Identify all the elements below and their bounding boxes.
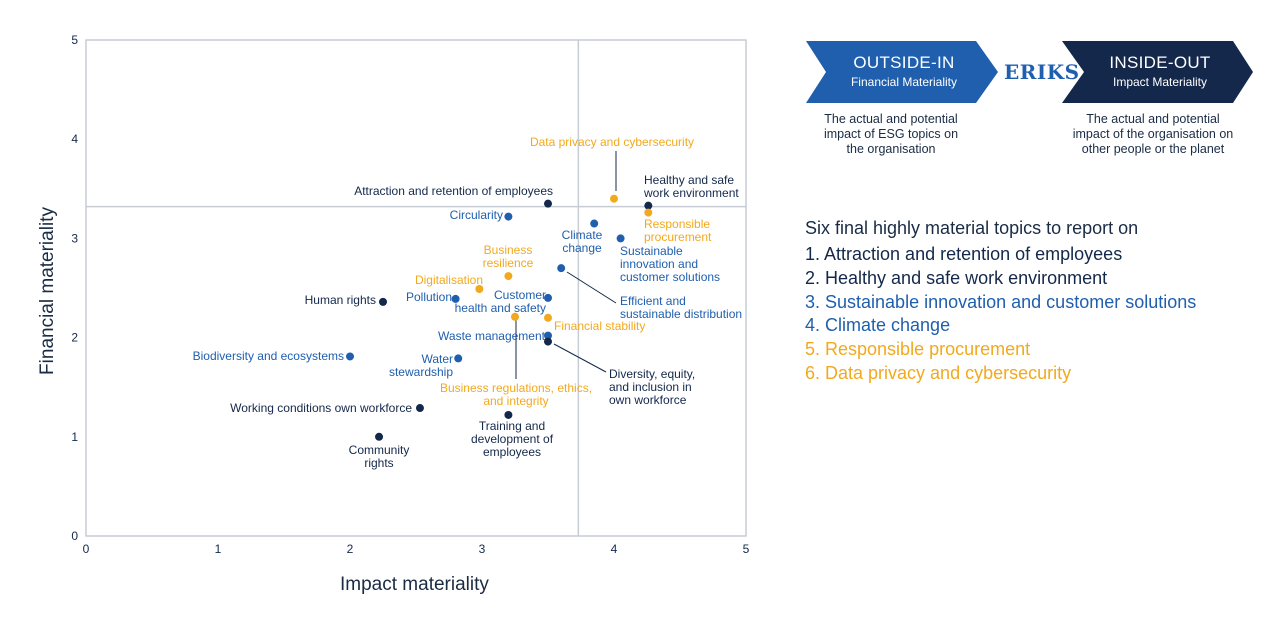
data-label: Diversity, equity, [609,367,695,381]
inside-out-title: INSIDE-OUT [1109,53,1211,72]
data-label: procurement [644,230,712,244]
topics-title: Six final highly material topics to repo… [805,218,1139,238]
data-point [454,354,463,363]
data-label: Human rights [305,293,376,307]
topic-item: 2. Healthy and safe work environment [805,267,1108,288]
x-tick-label: 3 [479,542,486,556]
data-label: Business [484,243,533,257]
y-tick-label: 1 [71,430,78,444]
x-tick-label: 4 [611,542,618,556]
eriks-logo: ERIKS [1004,60,1080,84]
x-tick-label: 5 [743,542,750,556]
banner-arrows [806,41,1253,103]
leader-line [553,343,607,373]
data-label: sustainable distribution [620,307,742,321]
data-label: Healthy and safe [644,173,734,187]
y-tick-label: 5 [71,33,78,47]
outside-in-arrow [806,41,998,103]
data-point [511,312,519,321]
data-point [590,219,599,228]
materiality-chart: 0 1 2 3 4 5 0 1 2 3 4 5 Data privacy and cybersecuri… [71,33,750,556]
data-label: Data privacy and cybersecurity [530,135,694,149]
material-topics-list: Six final highly material topics to repo… [805,218,1196,386]
data-point [475,284,484,293]
data-label: Climate [562,228,603,242]
data-point [346,352,354,361]
data-point [375,432,384,441]
data-label: work environment [643,186,739,200]
data-label: Sustainable [620,244,683,258]
y-tick-label: 2 [71,331,78,345]
data-label: Customer [494,288,546,302]
y-axis-title: Financial materiality [37,207,58,375]
topic-item: 4. Climate change [805,315,951,336]
data-label: resilience [483,256,534,270]
data-point [544,293,552,302]
data-label: health and safety [455,301,546,315]
x-tick-label: 1 [215,542,222,556]
y-tick-label: 0 [71,529,78,543]
data-label: and integrity [483,394,548,408]
topic-item: 3. Sustainable innovation and customer s… [805,291,1197,312]
data-label: Pollution [406,290,452,304]
y-tick-label: 3 [71,231,78,245]
data-label: Business regulations, ethics, [440,381,592,395]
data-point [557,264,566,273]
data-label: Circularity [450,208,503,222]
data-label: and inclusion in [609,380,692,394]
data-point [379,297,387,306]
topic-item: 1. Attraction and retention of employees [805,244,1123,264]
data-point [451,294,460,303]
inside-out-banner: INSIDE-OUT Impact Materiality [1065,40,1255,104]
data-label: own workforce [609,393,687,407]
data-label: rights [364,456,393,470]
inside-out-arrow [1062,41,1253,103]
x-tick-label: 2 [347,542,354,556]
data-label: stewardship [389,365,453,379]
plot-frame [85,39,747,537]
outside-in-banner: OUTSIDE-IN Financial Materiality [809,40,999,104]
data-label: Water [421,352,453,366]
data-point [644,208,653,217]
data-point [616,234,625,243]
data-point [504,212,513,221]
data-label: Biodiversity and ecosystems [193,349,344,363]
data-point [415,404,424,413]
y-tick-label: 4 [71,132,78,146]
data-point [504,410,513,419]
topic-item: 5. Responsible procurement [805,339,1031,360]
x-tick-label: 0 [83,542,90,556]
data-label: Attraction and retention of employees [354,184,553,198]
data-point [544,313,552,322]
data-label: innovation and [620,257,698,271]
outside-in-title: OUTSIDE-IN [853,53,955,72]
data-point [504,272,513,281]
data-label: Digitalisation [415,273,483,287]
data-point [610,194,618,203]
data-label: employees [483,445,541,459]
data-point [544,331,552,340]
data-label: Working conditions own workforce [230,401,412,415]
inside-out-description: The actual and potential impact of the o… [1072,112,1234,156]
leader-line [566,271,617,304]
data-label: Community [349,443,410,457]
data-point [544,337,552,346]
x-axis-title: Impact materiality [340,574,489,595]
outside-in-description: The actual and potential impact of ESG t… [823,112,959,156]
data-label: development of [471,432,554,446]
data-label: Waste management [438,329,546,343]
data-label: customer solutions [620,270,720,284]
inside-out-subtitle: Impact Materiality [1112,75,1208,89]
data-label: Financial stability [554,319,645,333]
outside-in-subtitle: Financial Materiality [850,75,958,89]
topic-item: 6. Data privacy and cybersecurity [805,362,1072,383]
data-label: Training and [479,419,545,433]
data-label: Responsible [644,217,710,231]
data-label: Efficient and [620,294,686,308]
data-label: change [562,241,602,255]
data-point [544,199,552,208]
data-point [644,201,653,210]
